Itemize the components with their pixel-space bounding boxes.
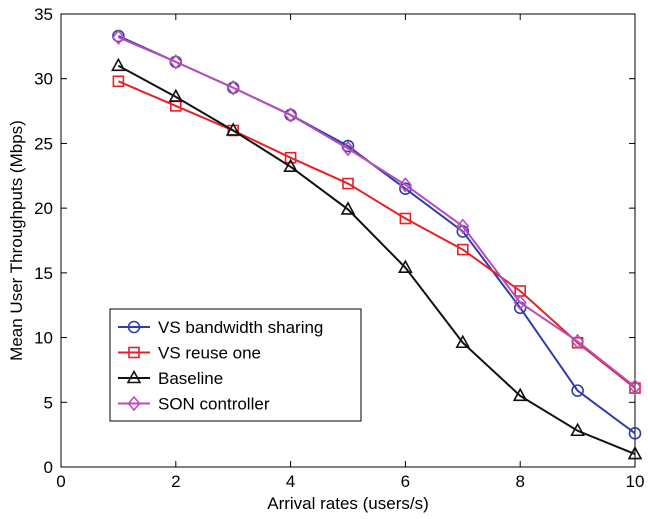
legend-marker bbox=[128, 346, 140, 359]
data-point bbox=[342, 177, 354, 190]
x-axis-title: Arrival rates (users/s) bbox=[267, 494, 429, 513]
legend-label: Baseline bbox=[158, 369, 223, 388]
data-point bbox=[398, 177, 412, 193]
x-tick-label: 0 bbox=[56, 472, 65, 491]
data-point bbox=[570, 422, 585, 437]
x-tick-label: 2 bbox=[171, 472, 180, 491]
data-point bbox=[111, 29, 125, 46]
series-layer bbox=[111, 29, 643, 460]
x-tick-label: 10 bbox=[626, 472, 645, 491]
data-point bbox=[341, 140, 355, 157]
y-tick-label: 10 bbox=[34, 329, 53, 348]
series-son-controller bbox=[111, 29, 642, 395]
data-point bbox=[226, 80, 240, 96]
series-line bbox=[117, 64, 636, 455]
data-point bbox=[571, 384, 584, 397]
data-point bbox=[512, 387, 528, 402]
y-tick-label: 0 bbox=[44, 458, 53, 477]
data-point bbox=[169, 54, 183, 70]
y-tick-label: 5 bbox=[44, 393, 53, 412]
y-tick-label: 35 bbox=[34, 5, 53, 24]
data-point bbox=[225, 122, 241, 136]
data-point bbox=[628, 379, 642, 395]
data-point bbox=[112, 75, 125, 88]
data-point bbox=[168, 88, 184, 103]
data-point bbox=[456, 218, 470, 235]
x-tick-label: 4 bbox=[286, 472, 295, 491]
legend-marker bbox=[127, 395, 141, 412]
legend-label: VS reuse one bbox=[158, 344, 261, 363]
data-point bbox=[111, 57, 126, 72]
legend: VS bandwidth sharing VS reuse one Baseline… bbox=[109, 308, 362, 422]
x-tick-label: 6 bbox=[401, 472, 410, 491]
y-axis-title: Mean User Throughputs (Mbps) bbox=[7, 120, 26, 361]
y-tick-label: 15 bbox=[34, 264, 53, 283]
legend-label: SON controller bbox=[158, 395, 270, 414]
plot-frame bbox=[60, 13, 636, 468]
data-point bbox=[284, 151, 297, 164]
series-line bbox=[118, 36, 636, 388]
y-tick-label: 25 bbox=[34, 134, 53, 153]
legend-label: VS bandwidth sharing bbox=[158, 318, 323, 337]
data-point bbox=[628, 427, 642, 440]
y-tick-label: 30 bbox=[34, 70, 53, 89]
legend-item: VS reuse one bbox=[118, 344, 261, 363]
data-point bbox=[513, 294, 527, 311]
legend-item: VS bandwidth sharing bbox=[118, 318, 323, 337]
data-point bbox=[283, 158, 298, 173]
data-point bbox=[340, 201, 356, 215]
series-line bbox=[118, 80, 636, 389]
data-point bbox=[456, 243, 469, 256]
axes: 0 2 4 6 8 10 0 5 10 15 20 25 30 35 bbox=[34, 5, 644, 491]
data-point bbox=[627, 445, 643, 460]
series-vs-reuse-one bbox=[112, 75, 641, 394]
data-point bbox=[455, 334, 471, 349]
legend-marker bbox=[127, 320, 141, 334]
legend-box bbox=[109, 308, 362, 422]
legend-marker bbox=[126, 369, 142, 384]
y-tick-label: 20 bbox=[34, 199, 53, 218]
data-point bbox=[571, 333, 585, 350]
legend-item: SON controller bbox=[118, 395, 270, 414]
data-point bbox=[398, 259, 413, 273]
data-point bbox=[399, 212, 412, 225]
legend-item: Baseline bbox=[118, 369, 223, 388]
series-baseline bbox=[111, 57, 643, 460]
data-point bbox=[284, 107, 298, 123]
x-tick-label: 8 bbox=[515, 472, 524, 491]
